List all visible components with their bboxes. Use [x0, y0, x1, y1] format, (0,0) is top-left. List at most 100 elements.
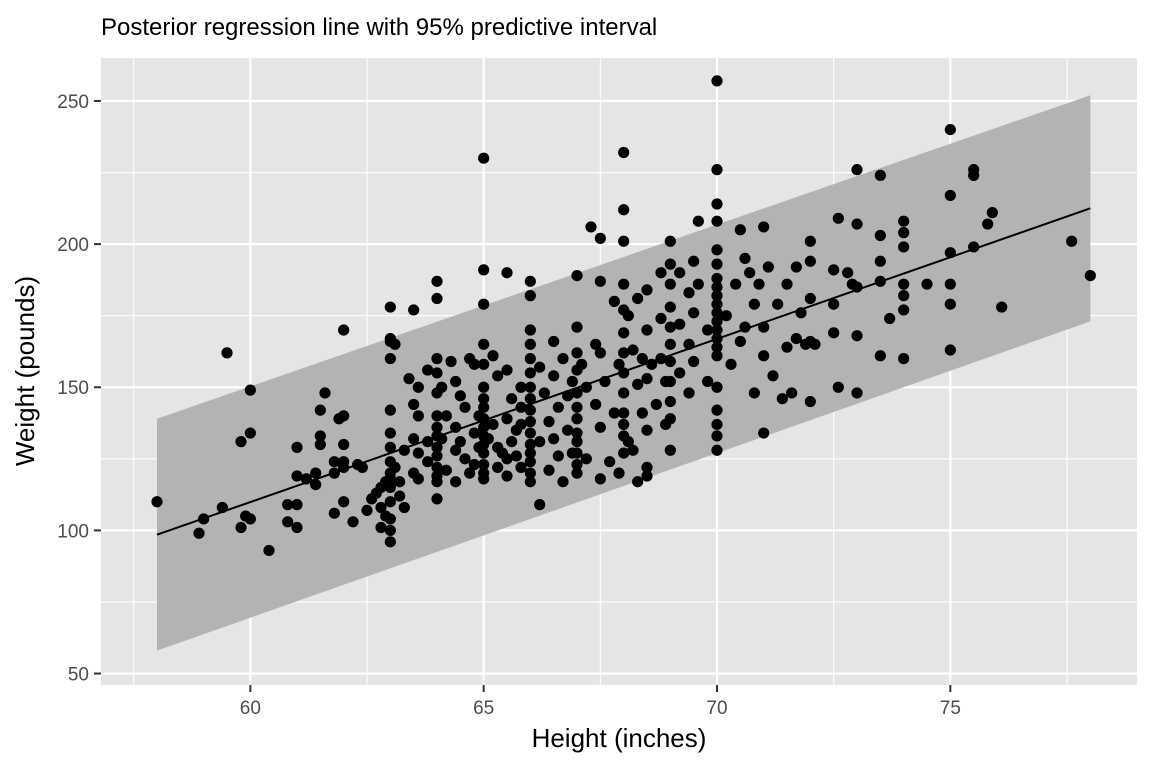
- data-point: [898, 304, 910, 316]
- data-point: [944, 278, 956, 290]
- data-point: [534, 436, 546, 448]
- data-point: [711, 418, 723, 431]
- data-point: [790, 261, 802, 273]
- data-point: [422, 456, 434, 468]
- data-point: [524, 381, 536, 393]
- data-point: [478, 473, 490, 485]
- data-point: [571, 458, 583, 471]
- data-point: [384, 441, 396, 453]
- data-point: [828, 298, 840, 310]
- data-point: [711, 315, 723, 327]
- data-point: [431, 461, 443, 474]
- data-point: [711, 244, 723, 256]
- data-point: [664, 278, 676, 290]
- data-point: [478, 458, 490, 471]
- data-point: [632, 378, 644, 390]
- data-point: [454, 390, 466, 402]
- data-point: [1084, 269, 1096, 282]
- data-point: [524, 456, 536, 468]
- data-point: [394, 476, 406, 488]
- data-point: [772, 298, 784, 310]
- data-point: [804, 395, 816, 408]
- data-point: [711, 341, 723, 353]
- data-point: [627, 444, 639, 456]
- y-tick-label: 150: [57, 378, 89, 399]
- data-point: [384, 404, 396, 416]
- data-point: [300, 473, 312, 485]
- data-point: [641, 373, 653, 385]
- data-point: [384, 513, 396, 525]
- data-point: [478, 264, 490, 276]
- data-point: [450, 476, 462, 488]
- data-point: [431, 493, 443, 505]
- data-point: [613, 358, 625, 370]
- data-point: [636, 407, 648, 419]
- data-point: [394, 490, 406, 502]
- data-point: [571, 413, 583, 425]
- data-point: [501, 453, 513, 465]
- data-point: [842, 267, 854, 279]
- data-point: [608, 295, 620, 307]
- data-point: [594, 473, 606, 485]
- data-point: [898, 353, 910, 365]
- data-point: [664, 444, 676, 456]
- data-point: [702, 375, 714, 388]
- data-point: [310, 467, 322, 479]
- data-point: [608, 407, 620, 419]
- data-point: [571, 447, 583, 459]
- data-point: [510, 450, 522, 462]
- data-point: [478, 421, 490, 433]
- data-point: [338, 324, 350, 336]
- data-point: [356, 461, 368, 474]
- data-point: [338, 438, 350, 451]
- data-point: [431, 450, 443, 462]
- data-point: [375, 501, 387, 514]
- data-point: [590, 338, 602, 350]
- data-point: [548, 335, 560, 348]
- data-point: [1066, 235, 1078, 247]
- data-point: [968, 241, 980, 253]
- data-point: [384, 496, 396, 508]
- data-point: [557, 476, 569, 488]
- data-point: [571, 427, 583, 439]
- data-point: [781, 341, 793, 353]
- data-point: [552, 401, 564, 413]
- x-tick-label: 70: [706, 698, 727, 719]
- data-point: [478, 401, 490, 413]
- chart-title: Posterior regression line with 95% predi…: [101, 14, 657, 41]
- data-point: [408, 304, 420, 316]
- data-point: [618, 347, 630, 359]
- data-point: [450, 375, 462, 388]
- data-point: [524, 367, 536, 379]
- data-point: [683, 387, 695, 399]
- data-point: [594, 421, 606, 433]
- data-point: [384, 427, 396, 439]
- data-point: [753, 278, 765, 290]
- data-point: [874, 229, 886, 242]
- data-point: [711, 75, 723, 87]
- data-point: [431, 441, 443, 453]
- data-point: [664, 395, 676, 408]
- data-point: [618, 146, 630, 159]
- data-point: [758, 350, 770, 362]
- data-point: [734, 335, 746, 348]
- data-point: [412, 447, 424, 459]
- data-point: [244, 513, 256, 525]
- data-point: [291, 521, 303, 534]
- data-point: [431, 292, 443, 305]
- data-point: [744, 267, 756, 279]
- data-point: [468, 427, 480, 439]
- data-point: [384, 301, 396, 313]
- data-point: [636, 353, 648, 365]
- data-point: [828, 264, 840, 276]
- data-points: [151, 75, 1096, 557]
- data-point: [244, 384, 256, 396]
- data-point: [319, 387, 331, 399]
- data-point: [809, 338, 821, 350]
- data-point: [898, 227, 910, 239]
- data-point: [151, 496, 163, 508]
- data-point: [711, 272, 723, 285]
- data-point: [944, 123, 956, 136]
- data-point: [436, 433, 448, 445]
- y-tick-label: 200: [57, 235, 89, 256]
